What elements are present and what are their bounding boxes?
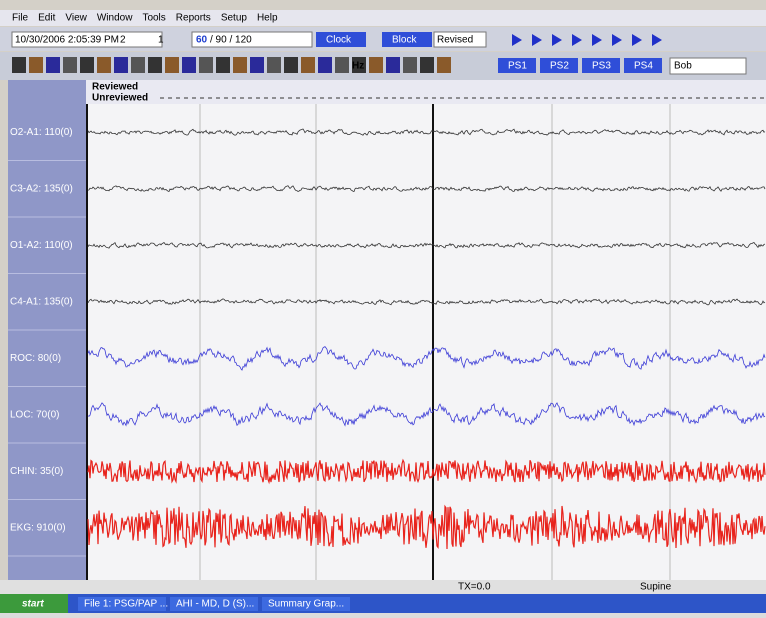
clock-label: Clock [326, 35, 352, 46]
tool-icon[interactable] [216, 57, 230, 73]
task-label: Summary Grap... [268, 599, 344, 610]
tool-icon[interactable] [46, 57, 60, 73]
menu-item[interactable]: Tools [142, 13, 165, 24]
tool-icon[interactable] [386, 57, 400, 73]
task-label: File 1: PSG/PAP ... [84, 599, 168, 610]
tool-icon[interactable] [199, 57, 213, 73]
task-label: AHI - MD, D (S)... [176, 599, 254, 610]
channel-label: EKG: 910(0) [10, 522, 66, 533]
tool-icon[interactable] [80, 57, 94, 73]
tool-icon[interactable] [369, 57, 383, 73]
tool-icon[interactable] [12, 57, 26, 73]
menu-item[interactable]: View [65, 13, 87, 24]
user: Bob [674, 61, 692, 72]
channel-label: CHIN: 35(0) [10, 466, 63, 477]
tool-icon[interactable] [335, 57, 349, 73]
date-time: 10/30/2006 2:05:39 PM [15, 35, 119, 46]
preset-label: PS1 [508, 61, 527, 72]
menu-item[interactable]: Reports [176, 13, 211, 24]
screen: File Edit View Window Tools Reports Setup Help 1… [0, 0, 766, 613]
reviewed: Reviewed [92, 82, 138, 93]
review-bar [86, 80, 766, 104]
unreviewed: Unreviewed [92, 93, 148, 104]
tool-icon[interactable] [437, 57, 451, 73]
tool-icon[interactable] [97, 57, 111, 73]
tool-icon[interactable] [63, 57, 77, 73]
menu-item[interactable]: Help [257, 13, 278, 24]
tool-icon[interactable] [29, 57, 43, 73]
tool-icon[interactable] [233, 57, 247, 73]
trace-area [86, 80, 766, 580]
block-label: Block [392, 35, 417, 46]
tool-icon[interactable] [403, 57, 417, 73]
menu-item[interactable]: Window [97, 13, 133, 24]
field: 1 [158, 35, 164, 46]
channel-label: C4-A1: 135(0) [10, 296, 73, 307]
tool-icon[interactable] [420, 57, 434, 73]
menu-item[interactable]: File [12, 13, 29, 24]
channel-label: C3-A2: 135(0) [10, 183, 73, 194]
hz-label: Hz [352, 61, 364, 72]
revised-label: Revised [437, 35, 473, 46]
status-position: Supine [640, 582, 672, 593]
tool-icon[interactable] [318, 57, 332, 73]
channel-label: ROC: 80(0) [10, 353, 61, 364]
tool-icon[interactable] [267, 57, 281, 73]
tool-icon[interactable] [131, 57, 145, 73]
field: 2 [120, 35, 126, 46]
tool-icon[interactable] [148, 57, 162, 73]
tool-icon[interactable] [301, 57, 315, 73]
preset-label: PS3 [592, 61, 611, 72]
channel-label: O1-A2: 110(0) [10, 240, 73, 251]
menu-item[interactable]: Setup [221, 13, 248, 24]
preset-label: PS2 [550, 61, 569, 72]
tool-icon[interactable] [250, 57, 264, 73]
tool-icon[interactable] [165, 57, 179, 73]
channel-label: O2-A1: 110(0) [10, 127, 73, 138]
tool-icon[interactable] [182, 57, 196, 73]
channel-label: LOC: 70(0) [10, 409, 59, 420]
status-tx: TX=0.0 [458, 582, 491, 593]
tool-icon[interactable] [284, 57, 298, 73]
epoch-rest: / 90 / 120 [210, 35, 252, 46]
tool-icon[interactable] [114, 57, 128, 73]
menu-item[interactable]: Edit [38, 13, 55, 24]
epoch-selected: 60 [196, 35, 208, 46]
preset-label: PS4 [634, 61, 653, 72]
start-label: start [22, 599, 44, 610]
